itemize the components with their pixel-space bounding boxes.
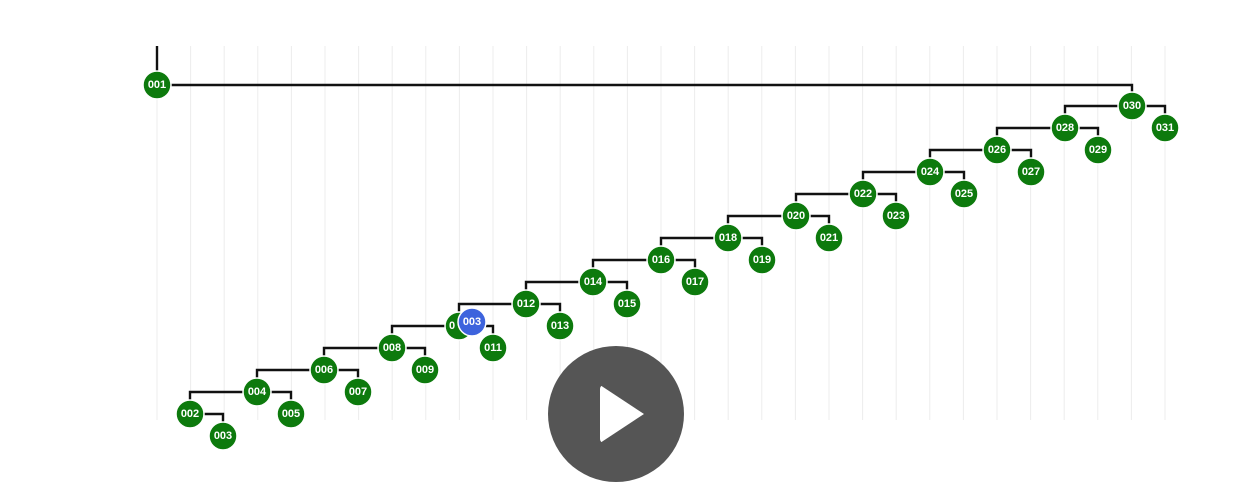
tree-node-026[interactable]: 026 (982, 135, 1012, 165)
node-label: 014 (584, 276, 603, 288)
node-label: 019 (753, 254, 771, 266)
tree-node-013-circle (545, 311, 575, 341)
node-label: 023 (887, 210, 905, 222)
node-label: 005 (282, 408, 300, 420)
node-label: 029 (1089, 144, 1107, 156)
tree-node-019[interactable]: 019 (747, 245, 777, 275)
tree-node-002-circle (175, 399, 205, 429)
tree-node-024-circle (915, 157, 945, 187)
tree-node-027-circle (1016, 157, 1046, 187)
tree-node-012[interactable]: 012 (511, 289, 541, 319)
node-label: 020 (787, 210, 805, 222)
tree-node-003[interactable]: 003 (208, 421, 238, 451)
tree-node-019-circle (747, 245, 777, 275)
tree-node-016-circle (646, 245, 676, 275)
tree-node-031-circle (1150, 113, 1180, 143)
tree-node-003-circle (208, 421, 238, 451)
highlighted-node[interactable]: 003 (457, 307, 487, 337)
tree-node-020-circle (781, 201, 811, 231)
tree-node-011[interactable]: 011 (478, 333, 508, 363)
tree-node-007-circle (343, 377, 373, 407)
node-label: 0 (449, 320, 455, 332)
node-label: 003 (214, 430, 232, 442)
edge-001-030 (157, 83, 1134, 92)
highlighted-node-circle (457, 307, 487, 337)
tree-node-018-circle (713, 223, 743, 253)
tree-node-015-circle (612, 289, 642, 319)
tree-node-020[interactable]: 020 (781, 201, 811, 231)
tree-node-029[interactable]: 029 (1083, 135, 1113, 165)
node-label: 007 (349, 386, 367, 398)
tree-node-029-circle (1083, 135, 1113, 165)
tree-node-021[interactable]: 021 (814, 223, 844, 253)
tree-node-024[interactable]: 024 (915, 157, 945, 187)
tree-node-007[interactable]: 007 (343, 377, 373, 407)
tree-node-008-circle (377, 333, 407, 363)
tree-node-004[interactable]: 004 (242, 377, 272, 407)
node-label: 006 (315, 364, 333, 376)
node-label: 028 (1056, 122, 1074, 134)
tree-node-006-circle (309, 355, 339, 385)
node-label: 002 (181, 408, 199, 420)
tree-node-017-circle (680, 267, 710, 297)
tree-node-013[interactable]: 013 (545, 311, 575, 341)
node-label: 012 (517, 298, 535, 310)
tree-node-022-circle (848, 179, 878, 209)
node-label: 017 (686, 276, 704, 288)
tree-node-006[interactable]: 006 (309, 355, 339, 385)
tree-node-011-circle (478, 333, 508, 363)
tree-node-028[interactable]: 028 (1050, 113, 1080, 143)
node-label: 031 (1156, 122, 1174, 134)
node-label: 001 (148, 79, 166, 91)
tree-node-014[interactable]: 014 (578, 267, 608, 297)
node-label: 021 (820, 232, 838, 244)
node-label: 008 (383, 342, 401, 354)
node-label: 024 (921, 166, 940, 178)
tree-node-008[interactable]: 008 (377, 333, 407, 363)
tree-node-016[interactable]: 016 (646, 245, 676, 275)
tree-node-009-circle (410, 355, 440, 385)
tree-node-026-circle (982, 135, 1012, 165)
tree-node-023[interactable]: 023 (881, 201, 911, 231)
tree-node-027[interactable]: 027 (1016, 157, 1046, 187)
tree-node-005-circle (276, 399, 306, 429)
tree-node-025-circle (949, 179, 979, 209)
tree-node-030-circle (1117, 91, 1147, 121)
play-icon (600, 385, 644, 443)
node-label: 030 (1123, 100, 1141, 112)
tree-node-028-circle (1050, 113, 1080, 143)
tree-node-015[interactable]: 015 (612, 289, 642, 319)
node-label: 004 (248, 386, 267, 398)
tree-node-002[interactable]: 002 (175, 399, 205, 429)
node-label: 011 (484, 342, 502, 354)
node-label: 009 (416, 364, 434, 376)
tree-nodes: 001 030 031 028 029 026 027 024 025 022 023 020 021 0… (142, 70, 1180, 451)
tree-node-022[interactable]: 022 (848, 179, 878, 209)
play-button[interactable] (548, 346, 684, 482)
tree-node-009[interactable]: 009 (410, 355, 440, 385)
tree-node-021-circle (814, 223, 844, 253)
node-label: 013 (551, 320, 569, 332)
node-label: 016 (652, 254, 670, 266)
tree-node-012-circle (511, 289, 541, 319)
node-label: 027 (1022, 166, 1040, 178)
tree-node-023-circle (881, 201, 911, 231)
node-label: 003 (463, 316, 481, 328)
tree-node-025[interactable]: 025 (949, 179, 979, 209)
tree-node-004-circle (242, 377, 272, 407)
tree-node-001-circle (142, 70, 172, 100)
tree-node-018[interactable]: 018 (713, 223, 743, 253)
node-label: 018 (719, 232, 737, 244)
node-label: 015 (618, 298, 636, 310)
node-label: 022 (854, 188, 872, 200)
tree-node-014-circle (578, 267, 608, 297)
node-label: 026 (988, 144, 1006, 156)
node-label: 025 (955, 188, 973, 200)
tree-node-031[interactable]: 031 (1150, 113, 1180, 143)
tree-node-005[interactable]: 005 (276, 399, 306, 429)
tree-node-001[interactable]: 001 (142, 70, 172, 100)
tree-node-017[interactable]: 017 (680, 267, 710, 297)
tree-node-030[interactable]: 030 (1117, 91, 1147, 121)
